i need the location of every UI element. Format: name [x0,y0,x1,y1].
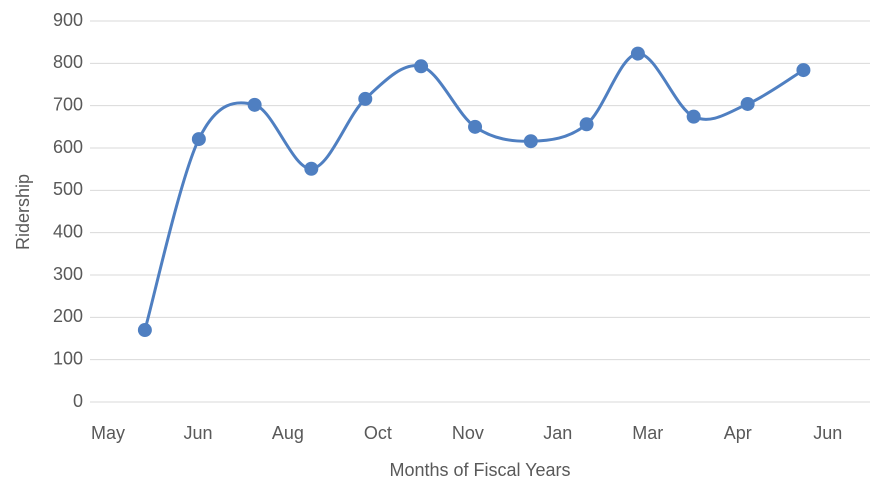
y-tick-label: 300 [53,264,83,284]
x-tick-label: Aug [272,423,304,443]
marker [414,59,429,74]
y-tick-label: 400 [53,221,83,241]
y-tick-label: 100 [53,348,83,368]
y-tick-label: 800 [53,52,83,72]
line [143,52,805,331]
y-tick-label: 0 [73,391,83,411]
marker [468,119,483,134]
marker [358,91,373,106]
marker [137,323,152,338]
y-axis-title: Ridership [13,174,33,250]
y-tick-label: 600 [53,137,83,157]
marker [304,161,319,176]
marker [247,97,262,112]
y-tick-label: 900 [53,10,83,30]
x-tick-label: Jun [813,423,842,443]
x-tick-label: Jun [183,423,212,443]
y-tick-label: 200 [53,306,83,326]
marker [579,117,594,132]
x-tick-label: Jan [543,423,572,443]
y-tick-label: 700 [53,94,83,114]
x-axis-title: Months of Fiscal Years [389,460,570,480]
marker [686,109,701,124]
x-tick-label: Oct [364,423,392,443]
marker [796,63,811,78]
x-tick-label: May [91,423,125,443]
x-tick-label: Nov [452,423,484,443]
marker [630,46,645,61]
x-tick-label: Mar [632,423,663,443]
marker [191,132,206,147]
marker [523,134,538,149]
x-tick-label: Apr [724,423,752,443]
marker [740,96,755,111]
y-tick-label: 500 [53,179,83,199]
